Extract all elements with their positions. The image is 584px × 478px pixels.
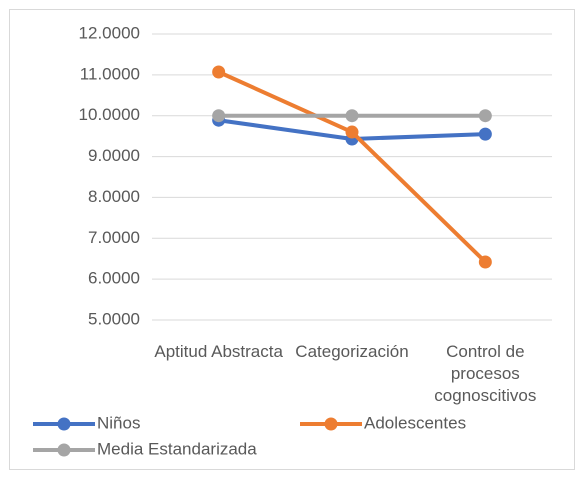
x-tick-label: Categorización	[295, 342, 409, 361]
x-tick-label: Control de procesos cognoscitivos	[434, 342, 537, 405]
y-tick-label: 6.0000	[88, 269, 140, 288]
data-point	[478, 109, 492, 123]
y-tick-label: 9.0000	[88, 146, 140, 165]
legend-marker	[324, 417, 338, 431]
data-point	[345, 109, 359, 123]
data-point	[345, 125, 359, 139]
y-tick-label: 12.0000	[79, 23, 140, 42]
legend-label: Adolescentes	[364, 413, 466, 432]
y-tick-label: 5.0000	[88, 309, 140, 328]
y-tick-label: 11.0000	[80, 64, 140, 83]
data-point	[212, 109, 226, 123]
y-tick-label: 7.0000	[88, 228, 140, 247]
chart-border	[9, 9, 575, 470]
data-point	[478, 255, 492, 269]
legend-marker	[57, 443, 71, 457]
data-point	[212, 65, 226, 79]
y-tick-label: 10.0000	[79, 105, 140, 124]
legend-label: Niños	[97, 413, 140, 432]
data-point	[478, 127, 492, 141]
x-tick-label: Aptitud Abstracta	[154, 342, 283, 361]
legend-marker	[57, 417, 71, 431]
y-tick-label: 8.0000	[88, 187, 140, 206]
legend-label: Media Estandarizada	[97, 439, 257, 458]
